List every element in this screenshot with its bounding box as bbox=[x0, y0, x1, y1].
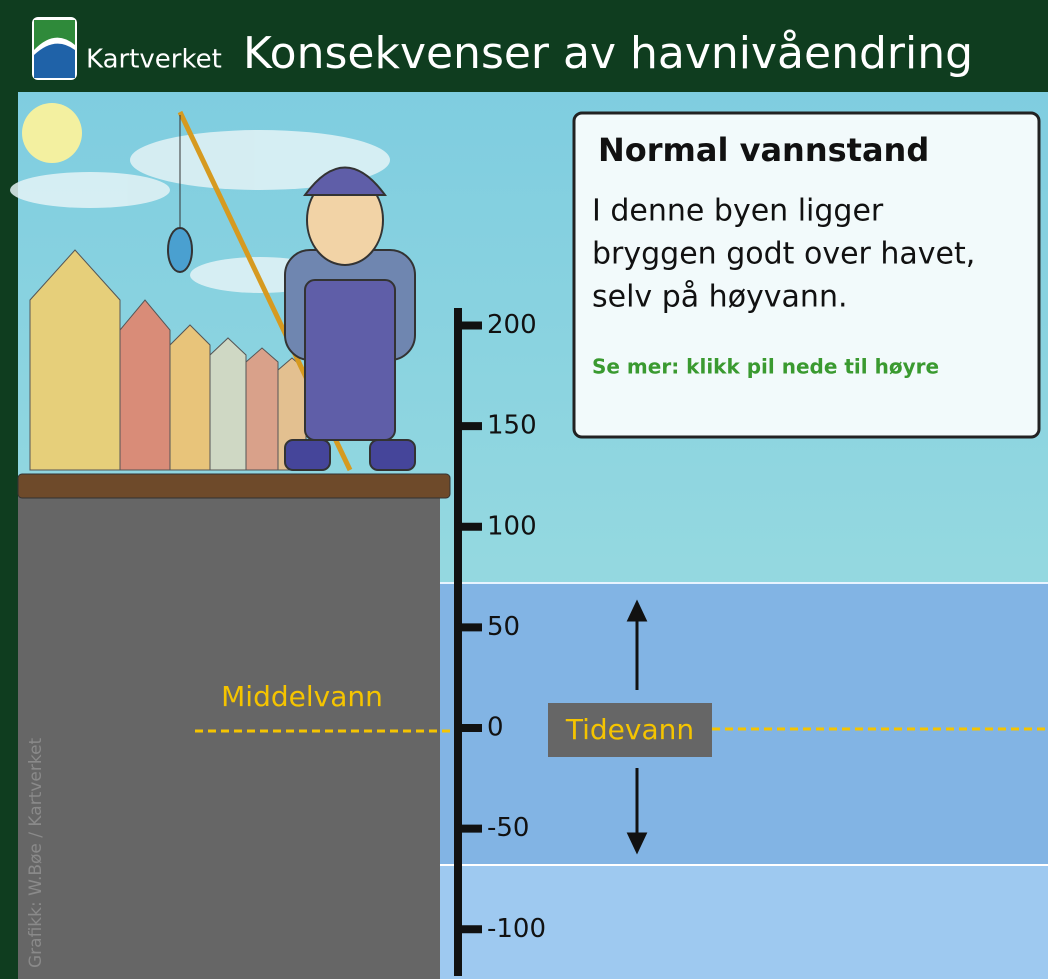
mean-label: Middelvann bbox=[221, 680, 383, 713]
info-box bbox=[572, 111, 1041, 439]
sun bbox=[22, 103, 82, 163]
tide-label: Tidevann bbox=[565, 713, 694, 746]
scale-tick bbox=[458, 321, 482, 330]
houses bbox=[29, 249, 307, 471]
water-high bbox=[440, 583, 1048, 865]
quay-wall bbox=[18, 495, 440, 979]
credit: Grafikk: W.Bøe / Kartverket bbox=[26, 737, 46, 968]
logo-wave bbox=[34, 43, 75, 78]
scale-tick bbox=[458, 925, 482, 934]
scale-tick bbox=[458, 623, 482, 632]
scale-label: 50 bbox=[487, 612, 520, 642]
info-heading: Normal vannstand bbox=[598, 131, 929, 169]
tide-box bbox=[548, 703, 712, 757]
scale-tick bbox=[458, 724, 482, 732]
scale-bar bbox=[454, 308, 462, 976]
scale-label: 200 bbox=[487, 310, 537, 340]
info-link: Se mer: klikk pil nede til høyre bbox=[592, 355, 939, 379]
scale-label: -50 bbox=[487, 813, 529, 843]
info-line: I denne byen ligger bbox=[592, 194, 884, 229]
scale-label: -100 bbox=[487, 914, 546, 944]
scale-label: 150 bbox=[487, 411, 537, 441]
scale-tick bbox=[458, 824, 482, 833]
info-line: bryggen godt over havet, bbox=[592, 237, 975, 272]
logo-land bbox=[34, 20, 75, 50]
quay-deck bbox=[17, 473, 451, 499]
tide-arrows bbox=[626, 599, 648, 855]
info-line: selv på høyvann. bbox=[592, 280, 848, 315]
water-low bbox=[440, 865, 1048, 979]
brand: Kartverket bbox=[86, 45, 222, 75]
fisherman bbox=[167, 110, 416, 472]
title: Konsekvenser av havnivåendring bbox=[243, 28, 973, 79]
scale-label: 100 bbox=[487, 511, 537, 541]
scale-label: 0 bbox=[487, 713, 504, 743]
scale-tick bbox=[458, 422, 482, 431]
scale-tick bbox=[458, 522, 482, 531]
